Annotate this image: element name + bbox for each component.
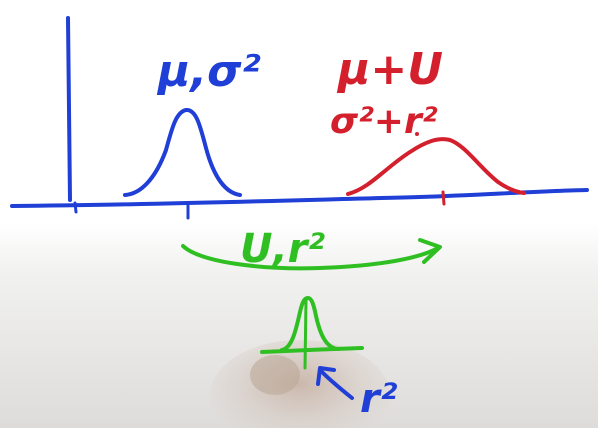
noise-gaussian-curve: [280, 295, 340, 352]
motion-label: U,r²: [240, 226, 325, 272]
noise-pointer-arrowhead: [316, 366, 336, 386]
prior-gaussian-curve: [123, 108, 242, 197]
motion-arrowhead: [418, 238, 442, 264]
posterior-dot: [415, 132, 419, 136]
prior-label: μ,σ²: [156, 46, 261, 97]
horizontal-axis: [10, 188, 589, 208]
hand-shadow-tip: [250, 355, 300, 395]
vertical-axis: [66, 16, 72, 202]
posterior-mean-label: μ+U: [336, 44, 443, 95]
posterior-gaussian-curve: [346, 137, 526, 196]
posterior-mean-tick: [441, 190, 446, 206]
motion-arc-arrow: [181, 244, 440, 271]
noise-baseline: [260, 346, 364, 354]
origin-tick: [73, 201, 78, 214]
noise-pointer-arrow: [320, 370, 354, 400]
noise-label: r²: [360, 376, 398, 422]
posterior-variance-label: σ²+r²: [330, 101, 438, 142]
noise-center-line: [303, 298, 308, 370]
hand-shadow: [210, 340, 390, 428]
